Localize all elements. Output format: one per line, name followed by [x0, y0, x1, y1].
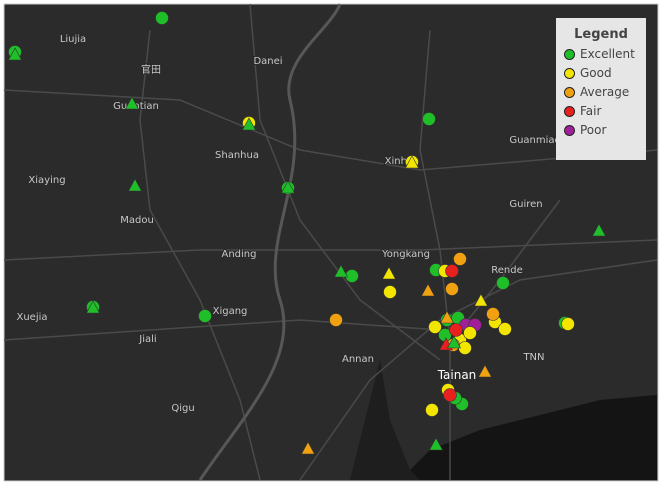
site-triangle: [7, 47, 23, 61]
site-triangle: [477, 364, 493, 378]
site-triangle: [381, 266, 397, 280]
sea: [400, 395, 657, 480]
site-circle: [445, 264, 459, 278]
place-label: Guanmiao: [509, 135, 560, 146]
legend-swatch: [564, 105, 575, 117]
site-circle: [155, 11, 169, 25]
site-circle: [428, 320, 442, 334]
place-label: Rende: [491, 265, 523, 276]
site-circle: [422, 112, 436, 126]
site-triangle: [404, 155, 420, 169]
place-label: Tainan: [437, 368, 477, 382]
site-triangle: [420, 283, 436, 297]
site-circle: [329, 313, 343, 327]
place-label: 官田: [141, 63, 161, 76]
place-label: Guiren: [509, 199, 542, 210]
legend-item: Excellent: [564, 47, 646, 61]
place-label: Jiali: [138, 334, 156, 345]
legend-item: Poor: [564, 123, 646, 137]
place-label: TNN: [522, 352, 544, 363]
legend: Legend Excellent Good Average Fair Poor: [556, 18, 646, 160]
place-label: Xiaying: [28, 175, 65, 186]
site-circle: [463, 326, 477, 340]
site-triangle: [241, 117, 257, 131]
legend-swatch: [564, 124, 575, 136]
site-circle: [198, 309, 212, 323]
legend-item: Fair: [564, 104, 646, 118]
land-shadow: [350, 360, 420, 480]
site-triangle: [85, 300, 101, 314]
site-triangle: [428, 437, 444, 451]
legend-label: Average: [580, 85, 630, 99]
place-label: Shanhua: [215, 150, 259, 161]
site-triangle: [591, 223, 607, 237]
legend-item: Average: [564, 85, 646, 99]
legend-title: Legend: [574, 27, 628, 42]
place-label: Annan: [342, 354, 374, 365]
site-circle: [561, 317, 575, 331]
site-triangle: [300, 441, 316, 455]
place-label: Xuejia: [16, 312, 47, 323]
site-circle: [453, 252, 467, 266]
site-triangle: [446, 335, 462, 349]
site-circle: [383, 285, 397, 299]
site-triangle: [127, 178, 143, 192]
legend-swatch: [564, 86, 575, 98]
site-circle: [345, 269, 359, 283]
site-triangle: [439, 310, 455, 324]
site-triangle: [124, 96, 140, 110]
site-circle: [445, 282, 459, 296]
legend-swatch: [564, 48, 575, 60]
site-triangle: [473, 293, 489, 307]
site-triangle: [280, 180, 296, 194]
site-circle: [425, 403, 439, 417]
site-circle: [496, 276, 510, 290]
site-circle: [443, 388, 457, 402]
legend-item: Good: [564, 66, 646, 80]
site-triangle: [333, 264, 349, 278]
legend-label: Good: [580, 66, 612, 80]
river: [198, 3, 342, 481]
legend-label: Excellent: [580, 47, 635, 61]
site-circle: [486, 307, 500, 321]
place-label: Qigu: [171, 403, 194, 414]
place-label: Liujia: [60, 34, 86, 45]
place-label: Anding: [222, 249, 257, 260]
place-label: Yongkang: [381, 249, 430, 260]
legend-label: Poor: [580, 123, 607, 137]
place-label: Danei: [253, 56, 282, 67]
site-circle: [498, 322, 512, 336]
legend-swatch: [564, 67, 575, 79]
legend-label: Fair: [580, 104, 602, 118]
map-background: [3, 3, 659, 482]
place-label: Xigang: [213, 306, 248, 317]
site-circle: [449, 323, 463, 337]
place-label: Madou: [120, 215, 154, 226]
